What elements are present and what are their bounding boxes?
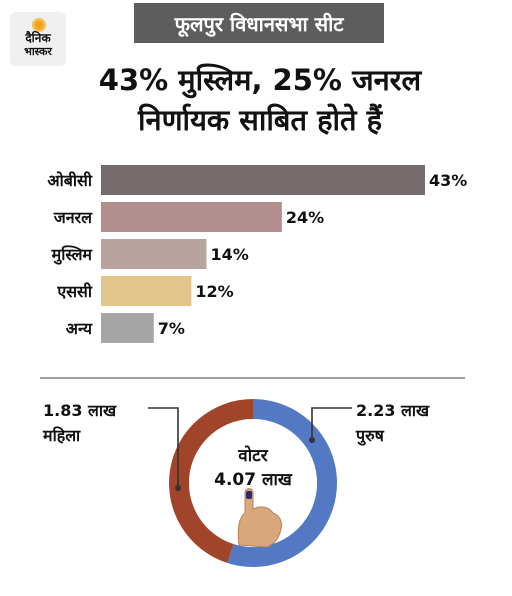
donut-hole bbox=[189, 419, 317, 547]
male-name-label: पुरुष bbox=[355, 426, 385, 446]
bar bbox=[101, 239, 207, 269]
female-callout-dot bbox=[175, 485, 181, 491]
sun-icon bbox=[32, 18, 46, 32]
headline-line2: निर्णायक साबित होते हैं bbox=[137, 103, 383, 137]
title-banner: फूलपुर विधानसभा सीट bbox=[134, 3, 384, 43]
headline-line1: 43% मुस्लिम, 25% जनरल bbox=[98, 63, 422, 97]
bar bbox=[101, 313, 154, 343]
section-divider bbox=[40, 377, 465, 379]
community-share-bar-chart: ओबीसी 43% जनरल 24% मुस्लिम 14% एससी 12% अन्य 7% bbox=[47, 165, 467, 343]
bar-category-label: अन्य bbox=[66, 319, 93, 338]
bar-value-label: 7% bbox=[158, 319, 185, 338]
logo-text-line1: दैनिक bbox=[25, 30, 51, 45]
male-value-label: 2.23 लाख bbox=[356, 401, 430, 420]
bar-category-label: ओबीसी bbox=[47, 171, 92, 190]
logo-text-line2: भास्कर bbox=[24, 44, 52, 58]
bar-value-label: 43% bbox=[429, 171, 467, 190]
female-value-label: 1.83 लाख bbox=[43, 401, 117, 420]
female-name-label: महिला bbox=[42, 426, 81, 445]
female-callout-line bbox=[148, 407, 179, 486]
male-callout-line bbox=[311, 407, 352, 438]
bar-value-label: 12% bbox=[195, 282, 233, 301]
male-callout-dot bbox=[309, 437, 315, 443]
dainik-bhaskar-logo: दैनिक भास्कर bbox=[10, 12, 66, 66]
donut-center-value: 4.07 लाख bbox=[214, 470, 293, 490]
donut-center-label: वोटर bbox=[237, 445, 268, 466]
bar-category-label: जनरल bbox=[53, 208, 93, 227]
bar bbox=[101, 276, 192, 306]
donut-slice-female bbox=[169, 399, 253, 564]
bar-value-label: 14% bbox=[210, 245, 248, 264]
bar-value-label: 24% bbox=[286, 208, 324, 227]
finger-ink-icon bbox=[237, 488, 282, 548]
bar-category-label: मुस्लिम bbox=[51, 245, 94, 265]
voter-gender-donut-chart: वोटर 4.07 लाख 1.83 लाख महिला 2.23 लाख पुरुष bbox=[42, 399, 430, 567]
bar bbox=[101, 202, 282, 232]
headline: 43% मुस्लिम, 25% जनरल निर्णायक साबित होत… bbox=[30, 60, 490, 140]
bar-category-label: एससी bbox=[56, 282, 92, 301]
bar bbox=[101, 165, 425, 195]
